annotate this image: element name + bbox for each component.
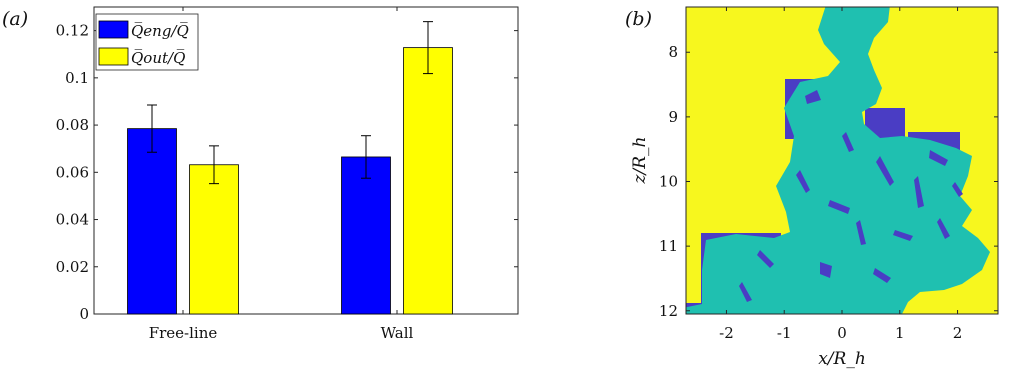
- legend-swatch-eng: [98, 20, 129, 39]
- panel-label-b: (b): [625, 8, 652, 30]
- y-tick-label: 8: [668, 43, 678, 61]
- x-axis-label: x/R_h: [818, 349, 866, 369]
- bar-0-free-line: [127, 128, 177, 315]
- y-tick-label: 0: [79, 305, 89, 323]
- y-tick-label: 0.04: [56, 211, 89, 229]
- bar-chart: 0 0.02 0.04 0.06 0.08 0.1 0.12 Free-line Wall Q…: [56, 6, 519, 342]
- bar-chart-bars: [127, 21, 453, 315]
- bar-chart-y-ticks: 0 0.02 0.04 0.06 0.08 0.1 0.12: [56, 22, 518, 323]
- x-tick-label: -1: [777, 324, 792, 342]
- y-tick-label: 0.12: [56, 22, 89, 40]
- bar-chart-legend: Q̅eng/Q̅ Q̅out/Q̅: [95, 13, 199, 71]
- x-tick-label: 0: [837, 324, 847, 342]
- legend-label-eng: Q̅eng/Q̅: [131, 21, 189, 40]
- y-tick-label: 0.06: [56, 163, 89, 181]
- y-tick-label: 10: [659, 173, 678, 191]
- bar-1-free-line: [189, 164, 239, 315]
- legend-label-out: Q̅out/Q̅: [131, 48, 185, 67]
- bar-1-wall: [403, 47, 453, 315]
- engulfed-patches: [739, 90, 963, 302]
- phase-map-y-ticks: 8 9 10 11 12: [659, 43, 998, 320]
- plume-region: [686, 7, 990, 314]
- y-tick-label: 11: [659, 237, 678, 255]
- y-tick-label: 0.08: [56, 116, 89, 134]
- bar-chart-x-ticks: Free-line Wall: [149, 7, 414, 342]
- legend-swatch-out: [98, 47, 129, 66]
- x-tick-label: Wall: [381, 324, 414, 342]
- phase-map-x-ticks: -2 -1 0 1 2: [719, 7, 962, 342]
- y-axis-label: z/R_h: [630, 137, 650, 185]
- y-tick-label: 9: [668, 108, 678, 126]
- y-tick-label: 12: [659, 302, 678, 320]
- x-tick-label: 2: [953, 324, 963, 342]
- y-tick-label: 0.02: [56, 258, 89, 276]
- y-tick-label: 0.1: [65, 69, 89, 87]
- x-tick-label: 1: [895, 324, 905, 342]
- x-tick-label: Free-line: [149, 324, 218, 342]
- x-tick-label: -2: [719, 324, 734, 342]
- panel-label-a: (a): [2, 8, 28, 30]
- bar-0-wall: [341, 156, 391, 315]
